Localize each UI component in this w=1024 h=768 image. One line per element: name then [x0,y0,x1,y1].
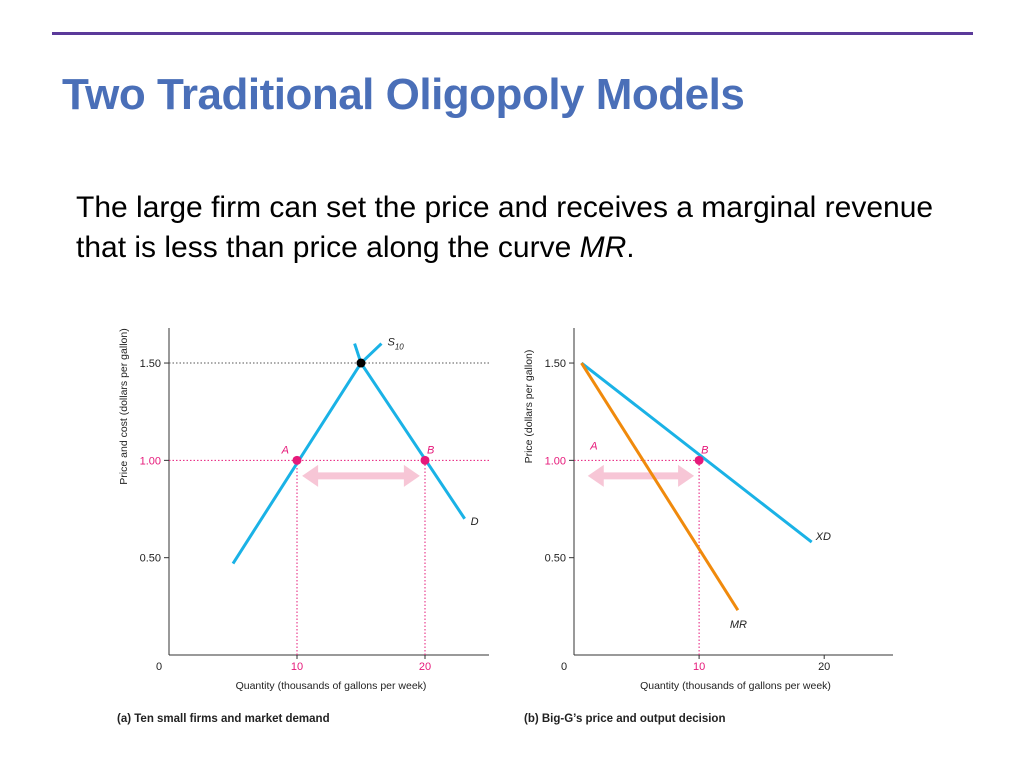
body-text-end: . [626,231,635,264]
y-axis-label: Price (dollars per gallon) [523,350,535,464]
y-axis-label: Price and cost (dollars per gallon) [118,328,130,484]
quantity-arrow-left-head [587,464,604,487]
point-label-b: B [701,444,708,456]
quantity-arrow-right-head [403,464,420,487]
series-label-s10-main: S [387,337,395,349]
series-label-xd: XD [815,531,831,543]
series-label-mr: MR [730,619,747,631]
series-line-mr [580,362,740,612]
x-tick-label: 20 [818,661,830,673]
y-tick-label: 1.00 [545,455,566,467]
x-tick-label: 0 [561,661,567,673]
data-point [356,358,366,368]
x-tick-label: 20 [419,661,431,673]
x-axis-label: Quantity (thousands of gallons per week) [236,680,427,692]
series-line-xd [580,361,813,544]
series-line-d [353,343,466,520]
x-axis-label: Quantity (thousands of gallons per week) [640,680,831,692]
series-label-d: D [471,516,479,528]
chart-caption: (b) Big-G’s price and output decision [524,713,725,725]
top-rule [52,32,973,35]
data-point [292,455,302,465]
y-tick-label: 1.50 [140,358,161,370]
y-tick-label: 1.00 [140,455,161,467]
y-tick-label: 1.50 [545,358,566,370]
data-point [420,455,430,465]
point-label-a: A [281,444,289,456]
quantity-arrow-right-head [678,464,695,487]
body-text: The large firm can set the price and rec… [76,188,956,268]
chart-caption: (a) Ten small firms and market demand [117,713,330,725]
body-text-italic: MR [579,231,627,264]
series-line-s10 [231,342,383,565]
point-label-a: A [589,441,597,453]
y-tick-label: 0.50 [140,553,161,565]
x-tick-label: 10 [291,661,303,673]
quantity-arrow-left-head [302,464,319,487]
x-tick-label: 10 [693,661,705,673]
series-label-s10: S10 [387,337,404,352]
point-label-b: B [427,444,434,456]
y-tick-label: 0.50 [545,553,566,565]
x-tick-label: 0 [156,661,162,673]
body-text-main: The large firm can set the price and rec… [76,191,934,264]
chart-panel-b: 0.50 1.00 1.50 0 10 20 XD MR B A Price (dollars pe… [523,328,893,725]
series-label-s10-sub: 10 [395,343,404,352]
data-point [694,455,704,465]
slide-title: Two Traditional Oligopoly Models [62,70,745,119]
